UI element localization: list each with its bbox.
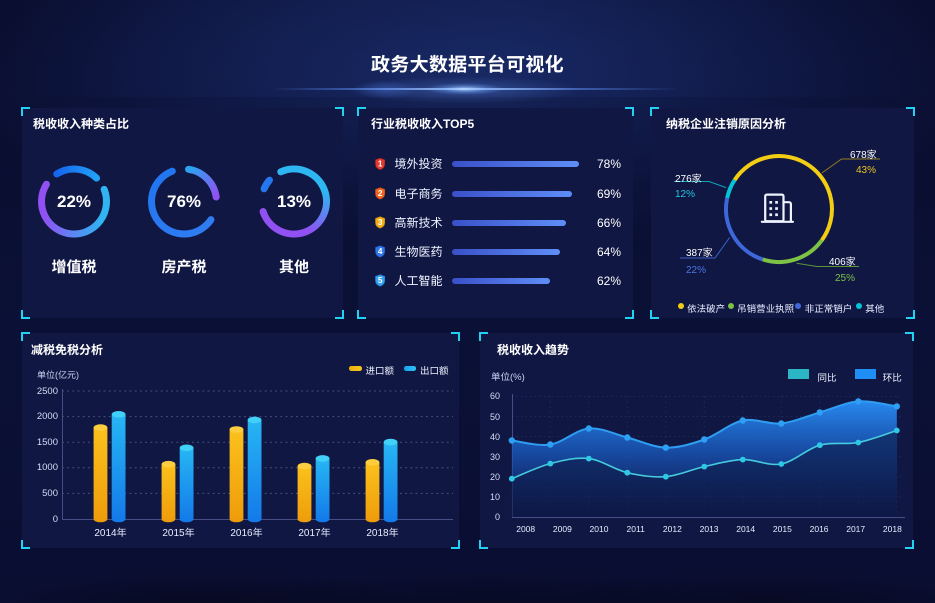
svg-text:1: 1 bbox=[378, 160, 383, 169]
svg-text:5: 5 bbox=[378, 276, 383, 285]
svg-text:3: 3 bbox=[378, 218, 383, 227]
svg-text:2: 2 bbox=[378, 189, 383, 198]
svg-text:4: 4 bbox=[378, 247, 383, 256]
